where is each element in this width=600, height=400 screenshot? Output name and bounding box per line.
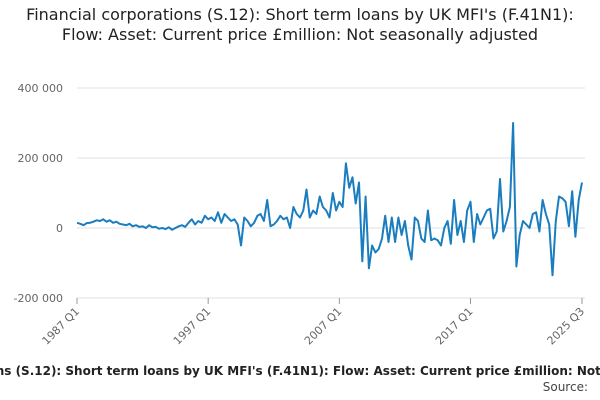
y-tick-label: 0 — [56, 222, 63, 235]
x-tick-label: 2025 Q3 — [545, 305, 588, 348]
y-tick-label: 200 000 — [18, 152, 64, 165]
chart-title: Financial corporations (S.12): Short ter… — [26, 5, 574, 44]
x-tick-label: 2017 Q1 — [433, 305, 476, 348]
x-tick-label: 1987 Q1 — [40, 305, 83, 348]
y-tick-label: -200 000 — [14, 292, 63, 305]
line — [76, 122, 583, 277]
x-tick-label: 1997 Q1 — [171, 305, 214, 348]
x-tick-label: 2007 Q1 — [302, 305, 345, 348]
source: Source: — [543, 380, 588, 394]
footer-title: Financial corporations (S.12): Short ter… — [0, 364, 600, 378]
y-tick-label: 400 000 — [18, 82, 64, 95]
